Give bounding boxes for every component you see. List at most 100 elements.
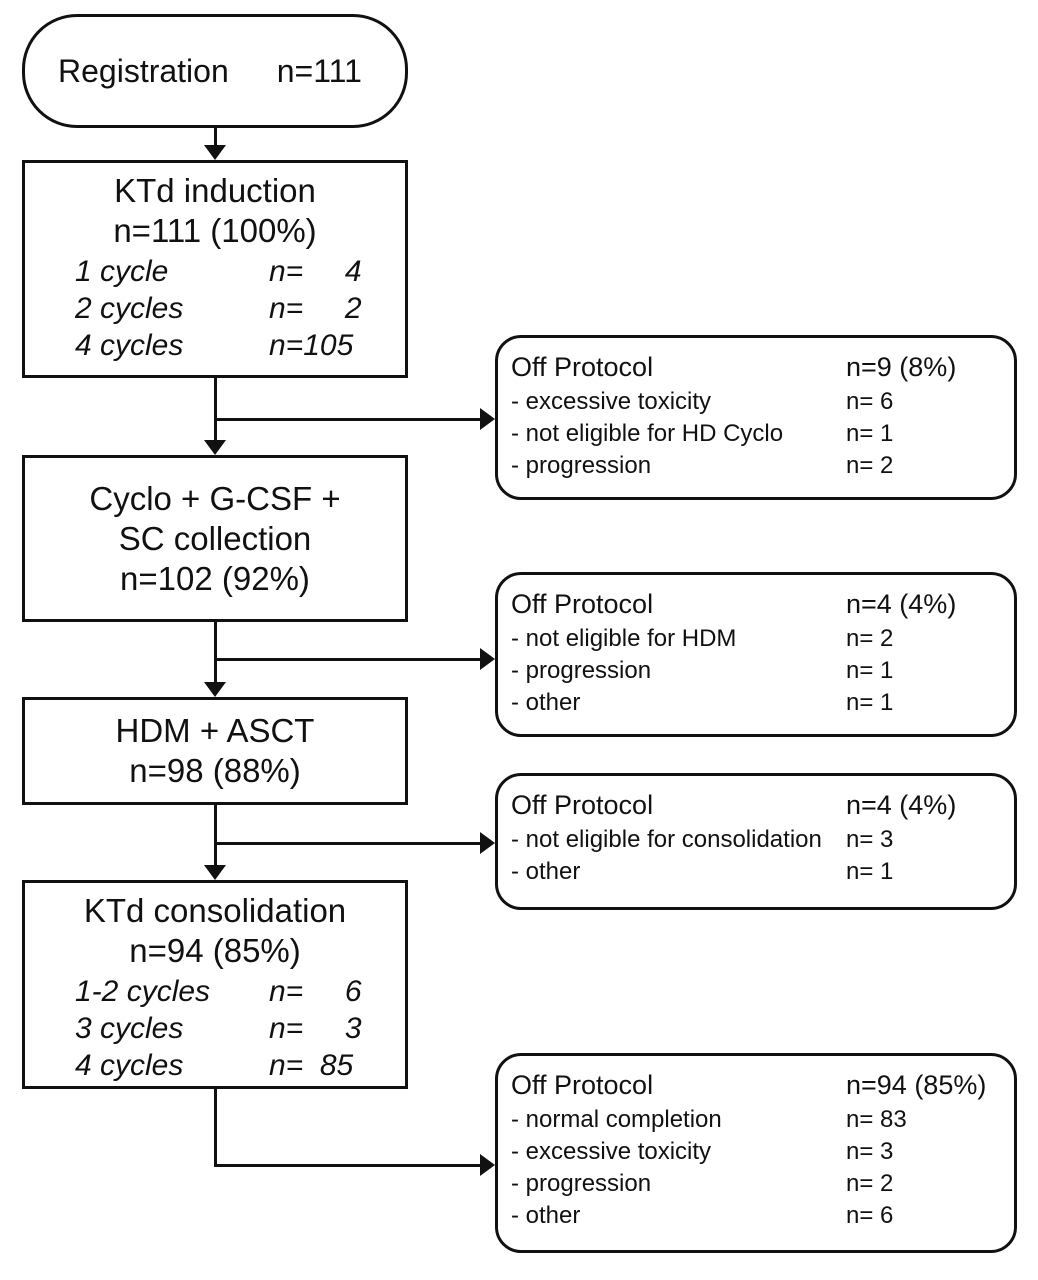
off-protocol-header: Off Protocol n=9 (8%) — [511, 348, 1004, 386]
reason-label: - not eligible for HD Cyclo — [511, 420, 784, 447]
reason-value: n= 2 — [846, 452, 894, 479]
reason-value: n= 1 — [846, 420, 894, 447]
cycle-row: 1 cycle n= 4 — [25, 253, 405, 290]
reason-value: n= 1 — [846, 689, 894, 716]
cycle-row: 4 cycles n=105 — [25, 327, 405, 364]
reason-label: - not eligible for consolidation — [511, 826, 822, 853]
reason-value: n= 2 — [846, 625, 894, 652]
sc-collection-node: Cyclo + G-CSF + SC collection n=102 (92%… — [22, 455, 408, 622]
off-protocol-row: - not eligible for HDM n= 2 — [511, 623, 1004, 655]
branch-line-to-off-protocol-4 — [214, 1164, 481, 1167]
transplant-title: HDM + ASCT — [115, 712, 315, 749]
flow-line-registration-to-induction — [214, 128, 217, 148]
arrow-down-icon — [204, 682, 226, 697]
cycle-row-value: n= 3 — [269, 1012, 362, 1045]
registration-node: Registration n=111 — [22, 14, 408, 128]
off-protocol-header: Off Protocol n=4 (4%) — [511, 786, 1004, 824]
reason-label: - normal completion — [511, 1106, 722, 1133]
reason-label: - progression — [511, 452, 652, 479]
off-protocol-header: Off Protocol n=94 (85%) — [511, 1066, 1004, 1104]
branch-line-to-off-protocol-2 — [214, 658, 481, 661]
cycle-row-value: n= 85 — [269, 1049, 354, 1082]
cycle-row-label: 4 cycles — [75, 329, 184, 362]
arrow-down-icon — [204, 145, 226, 160]
off-protocol-row: - not eligible for HD Cyclo n= 1 — [511, 418, 1004, 450]
induction-count: n=111 (100%) — [113, 212, 317, 249]
registration-label: Registration — [58, 52, 229, 89]
consolidation-cycle-table: 1-2 cycles n= 6 3 cycles n= 3 4 cycles n… — [25, 973, 405, 1084]
reason-value: n= 6 — [846, 1202, 894, 1229]
off-protocol-count: n=9 (8%) — [846, 352, 957, 382]
off-protocol-header: Off Protocol n=4 (4%) — [511, 585, 1004, 623]
cycle-row-label: 2 cycles — [75, 292, 184, 325]
cycle-row-value: n= 4 — [269, 255, 362, 288]
cycle-row-value: n=105 — [269, 329, 354, 362]
reason-value: n= 1 — [846, 657, 894, 684]
off-protocol-title: Off Protocol — [511, 790, 654, 820]
consolidation-count: n=94 (85%) — [129, 932, 301, 969]
cycle-row-value: n= 2 — [269, 292, 362, 325]
reason-value: n= 3 — [846, 826, 894, 853]
off-protocol-row: - progression n= 2 — [511, 450, 1004, 482]
arrow-right-icon — [480, 832, 495, 854]
cycle-row: 2 cycles n= 2 — [25, 290, 405, 327]
off-protocol-box-4: Off Protocol n=94 (85%) - normal complet… — [495, 1053, 1017, 1253]
reason-label: - excessive toxicity — [511, 1138, 712, 1165]
reason-value: n= 83 — [846, 1106, 907, 1133]
cycle-row: 1-2 cycles n= 6 — [25, 973, 405, 1010]
off-protocol-title: Off Protocol — [511, 1070, 654, 1100]
branch-line-to-off-protocol-3 — [214, 842, 481, 845]
branch-line-to-off-protocol-1 — [214, 418, 481, 421]
off-protocol-row: - progression n= 1 — [511, 655, 1004, 687]
reason-label: - other — [511, 1202, 581, 1229]
reason-value: n= 2 — [846, 1170, 894, 1197]
off-protocol-box-3: Off Protocol n=4 (4%) - not eligible for… — [495, 773, 1017, 910]
cycle-row-label: 4 cycles — [75, 1049, 184, 1082]
reason-label: - excessive toxicity — [511, 388, 712, 415]
collection-title-line1: Cyclo + G-CSF + — [89, 479, 341, 517]
flow-line-transplant-to-consolidation — [214, 805, 217, 867]
consolidation-title: KTd consolidation — [83, 892, 347, 929]
cycle-row-label: 1-2 cycles — [75, 975, 211, 1008]
off-protocol-row: - other n= 6 — [511, 1200, 1004, 1232]
transplant-count: n=98 (88%) — [129, 752, 301, 789]
arrow-down-icon — [204, 440, 226, 455]
off-protocol-row: - excessive toxicity n= 3 — [511, 1136, 1004, 1168]
cycle-row-label: 3 cycles — [75, 1012, 184, 1045]
off-protocol-count: n=94 (85%) — [846, 1070, 987, 1100]
transplant-node: HDM + ASCT n=98 (88%) — [22, 697, 408, 805]
flow-line-collection-to-transplant — [214, 622, 217, 685]
off-protocol-count: n=4 (4%) — [846, 589, 957, 619]
off-protocol-title: Off Protocol — [511, 589, 654, 619]
reason-label: - progression — [511, 657, 652, 684]
registration-count: n=111 — [276, 52, 362, 89]
flow-line-consolidation-down — [214, 1089, 217, 1167]
off-protocol-row: - other n= 1 — [511, 856, 1004, 888]
reason-label: - other — [511, 689, 581, 716]
reason-label: - other — [511, 858, 581, 885]
off-protocol-title: Off Protocol — [511, 352, 654, 382]
arrow-right-icon — [480, 1154, 495, 1176]
consolidation-node: KTd consolidation n=94 (85%) 1-2 cycles … — [22, 880, 408, 1089]
off-protocol-box-2: Off Protocol n=4 (4%) - not eligible for… — [495, 572, 1017, 737]
off-protocol-count: n=4 (4%) — [846, 790, 957, 820]
arrow-down-icon — [204, 865, 226, 880]
reason-value: n= 6 — [846, 388, 894, 415]
arrow-right-icon — [480, 648, 495, 670]
cycle-row: 3 cycles n= 3 — [25, 1010, 405, 1047]
off-protocol-row: - progression n= 2 — [511, 1168, 1004, 1200]
off-protocol-row: - normal completion n= 83 — [511, 1104, 1004, 1136]
induction-node: KTd induction n=111 (100%) 1 cycle n= 4 … — [22, 160, 408, 378]
flow-line-induction-to-collection — [214, 378, 217, 442]
cycle-row-label: 1 cycle — [75, 255, 169, 288]
reason-label: - progression — [511, 1170, 652, 1197]
collection-title-line2: SC collection — [118, 519, 312, 557]
off-protocol-row: - other n= 1 — [511, 687, 1004, 719]
off-protocol-row: - excessive toxicity n= 6 — [511, 386, 1004, 418]
off-protocol-box-1: Off Protocol n=9 (8%) - excessive toxici… — [495, 335, 1017, 500]
reason-value: n= 3 — [846, 1138, 894, 1165]
arrow-right-icon — [480, 408, 495, 430]
cycle-row-value: n= 6 — [269, 975, 362, 1008]
collection-count: n=102 (92%) — [120, 559, 310, 597]
